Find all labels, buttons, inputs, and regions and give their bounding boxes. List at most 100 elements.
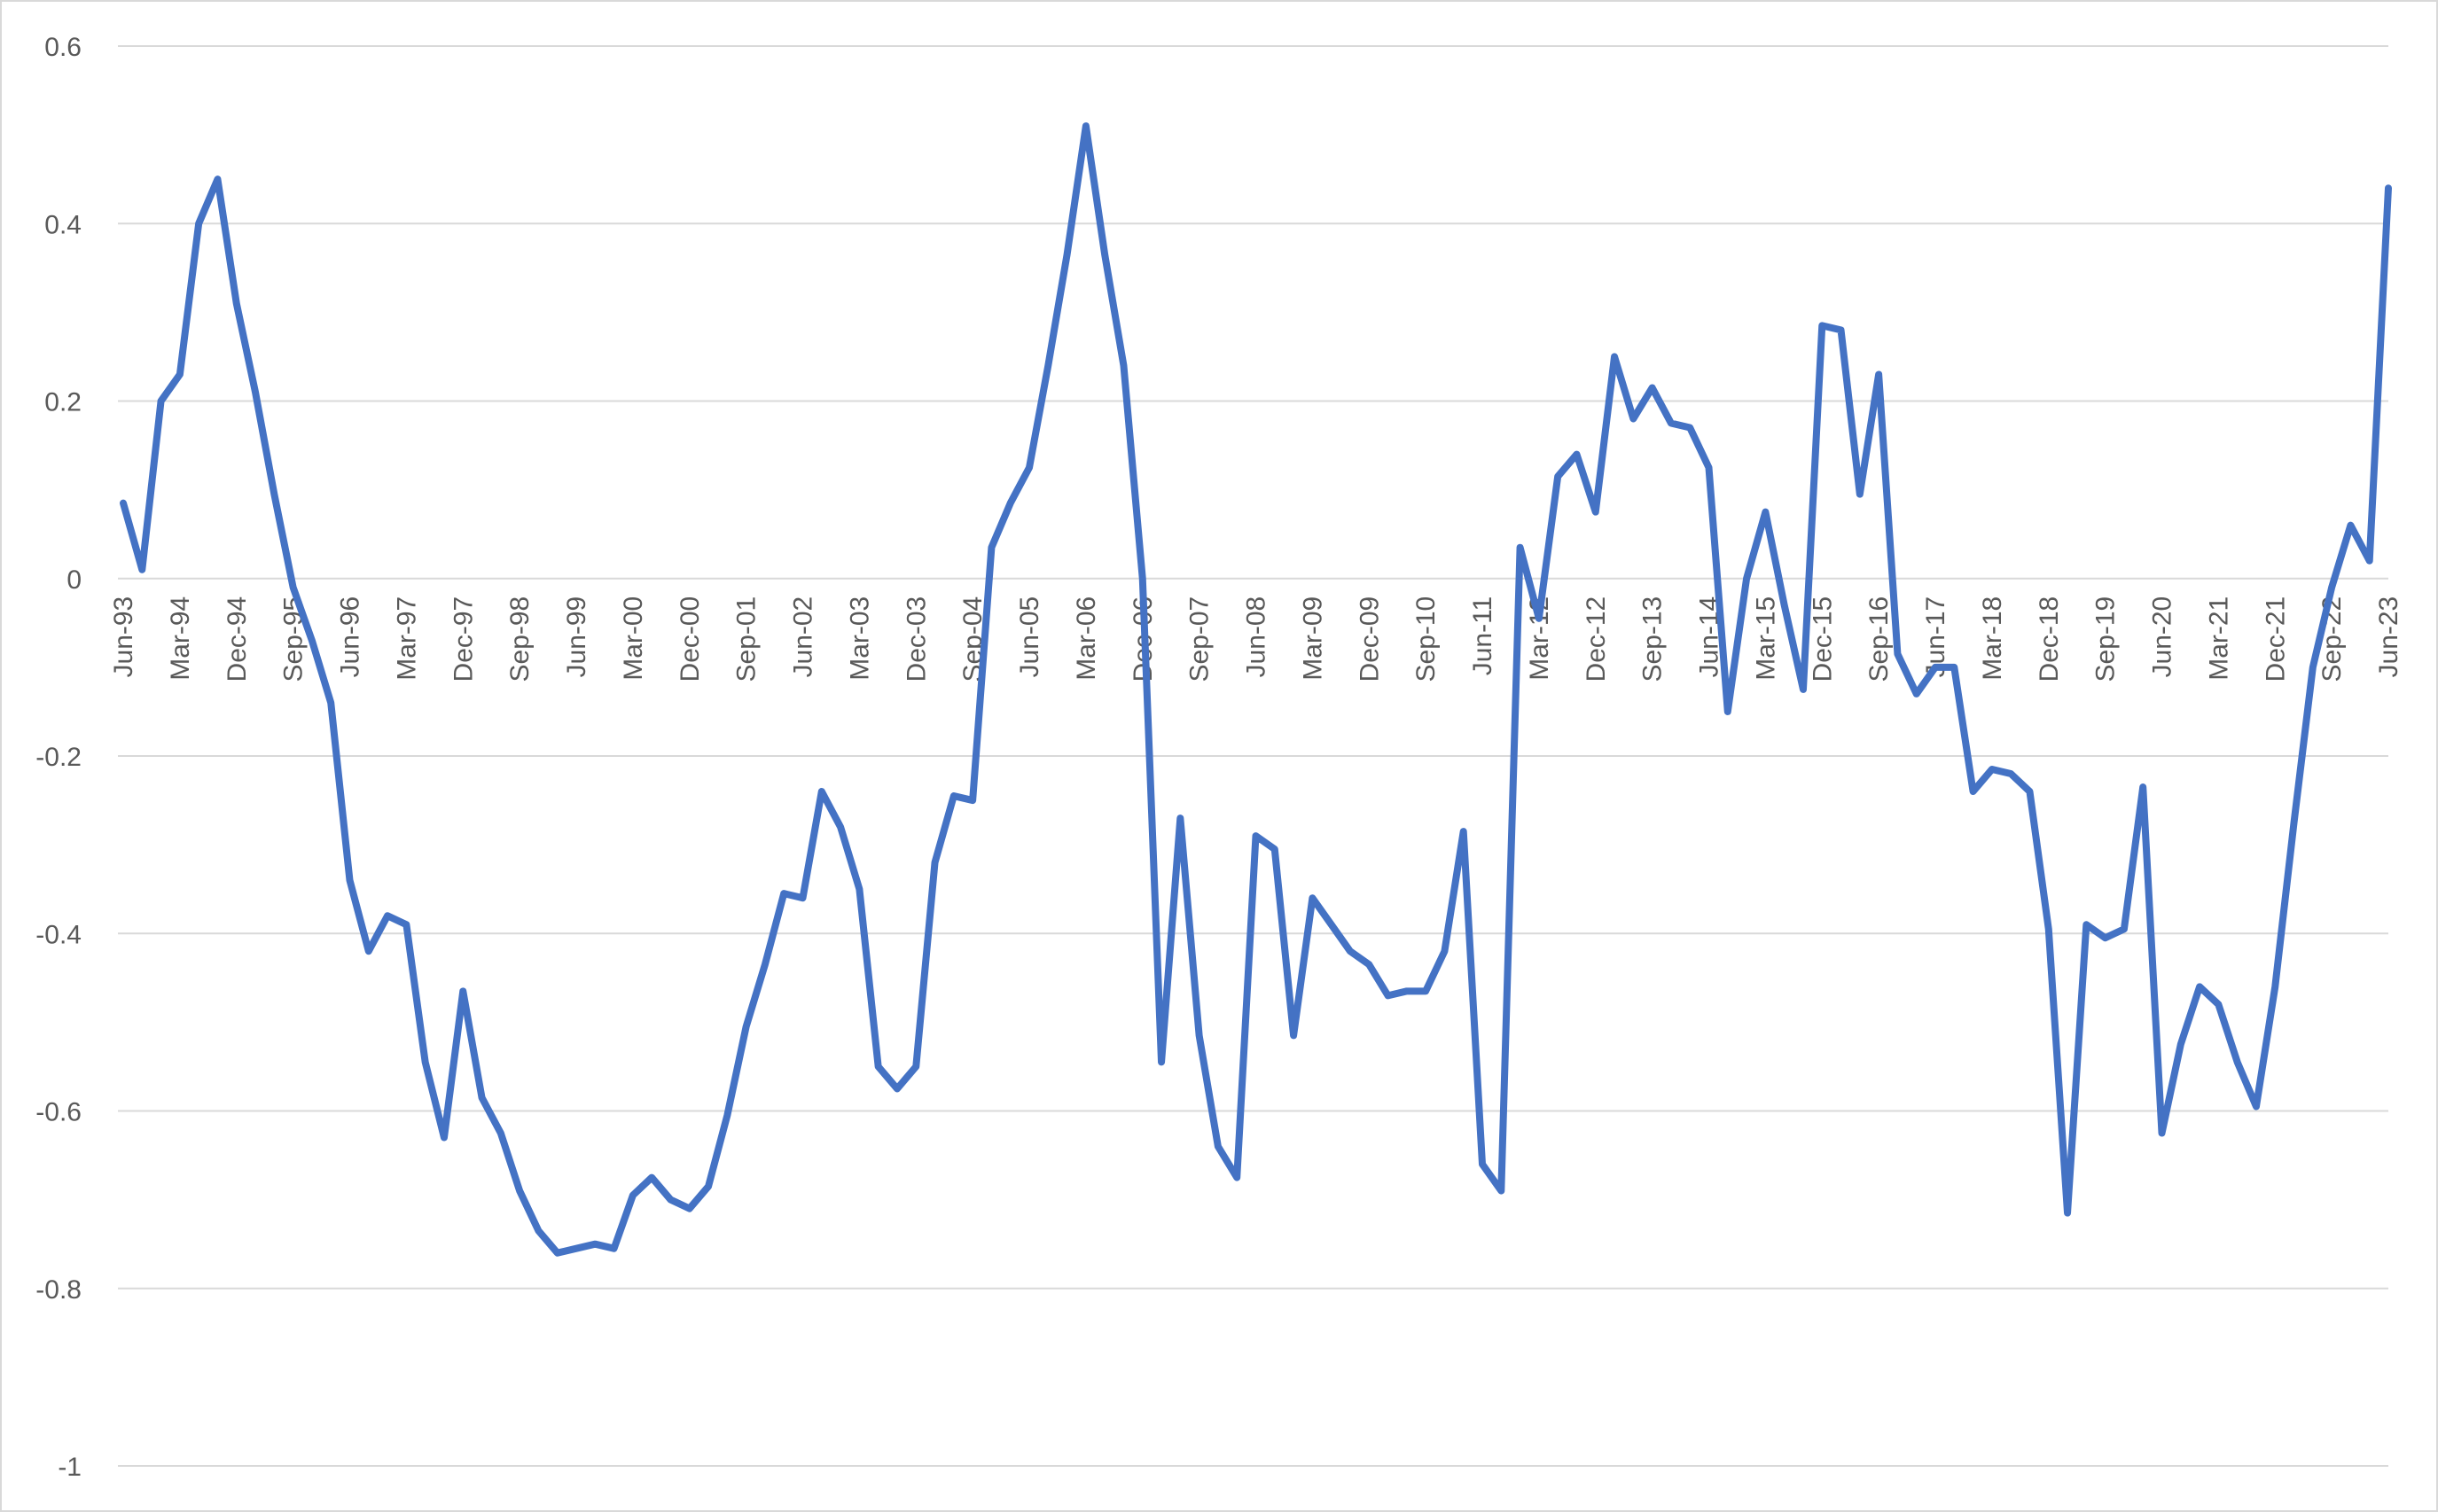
data-point [2196, 983, 2203, 990]
x-tick-label: Sep-10 [1411, 596, 1441, 682]
x-tick-label: Mar-03 [845, 596, 874, 681]
y-tick-label: 0.4 [44, 210, 82, 239]
data-point [2253, 1103, 2260, 1110]
data-point [648, 1174, 655, 1181]
x-tick-label: Dec-21 [2261, 596, 2290, 682]
data-point [535, 1228, 542, 1235]
x-tick-label: Mar-15 [1751, 596, 1780, 681]
data-point [1328, 921, 1335, 928]
data-point [1743, 575, 1750, 582]
data-point [818, 788, 825, 795]
data-point [1932, 664, 1939, 671]
data-point [365, 947, 372, 955]
data-point [2139, 783, 2146, 791]
data-point [309, 637, 316, 644]
data-point [2271, 983, 2278, 990]
data-point [1497, 1188, 1504, 1195]
data-point [1649, 384, 1656, 391]
x-tick-label: Dec-09 [1355, 596, 1384, 682]
data-point [1007, 500, 1014, 507]
data-point [1460, 828, 1467, 835]
data-point [1517, 544, 1524, 551]
data-point [1026, 464, 1033, 472]
data-point [762, 961, 769, 968]
data-point [1309, 894, 1316, 901]
data-point [1724, 708, 1731, 715]
x-tick-label: Sep-16 [1864, 596, 1894, 682]
data-point [252, 388, 259, 395]
data-point [2177, 1040, 2184, 1048]
data-point [1403, 987, 1410, 994]
data-point [158, 398, 165, 405]
data-point [800, 894, 807, 901]
data-point [1196, 1032, 1203, 1039]
data-point [856, 885, 863, 892]
x-tick-label: Jun-23 [2374, 596, 2403, 678]
data-point [327, 699, 334, 706]
x-tick-label: Jun-93 [109, 596, 138, 678]
y-tick-label: 0.2 [44, 388, 82, 417]
series-group [120, 122, 2392, 1257]
y-tick-label: 0 [66, 565, 82, 595]
data-point [1215, 1143, 1222, 1150]
y-axis-labels: 0.6 0.4 0.2 0 -0.2 -0.4 -0.6 -0.8 -1 [35, 33, 82, 1482]
data-point [554, 1250, 561, 1257]
data-point [1365, 961, 1372, 968]
data-point [2026, 788, 2033, 795]
data-point [1139, 575, 1146, 582]
x-axis-labels: Jun-93 Mar-94 Dec-94 Sep-95 Jun-96 Mar-97 Dec-… [109, 596, 2403, 682]
data-point [214, 175, 221, 183]
y-tick-label: 0.6 [44, 33, 82, 62]
data-point [270, 491, 277, 498]
x-tick-label: Jun-02 [789, 596, 818, 678]
data-point [723, 1112, 731, 1119]
x-tick-label: Dec-15 [1808, 596, 1837, 682]
x-tick-label: Mar-21 [2204, 596, 2233, 681]
data-point [912, 1063, 919, 1070]
data-point [2064, 1210, 2071, 1217]
data-point [2234, 1058, 2241, 1065]
y-tick-label: -0.4 [35, 920, 82, 949]
x-tick-label: Dec-12 [1582, 596, 1611, 682]
data-point [2366, 557, 2373, 565]
data-point [1271, 846, 1278, 853]
data-point [516, 1188, 523, 1195]
data-point [743, 1023, 750, 1030]
data-point [573, 1245, 580, 1252]
data-point [2328, 584, 2335, 591]
data-point [384, 912, 391, 919]
data-point [629, 1192, 637, 1199]
y-tick-label: -0.2 [35, 743, 82, 772]
data-point [1158, 1058, 1165, 1065]
data-point [969, 797, 976, 804]
data-point [497, 1130, 504, 1137]
x-tick-label: Jun-05 [1015, 596, 1044, 678]
data-point [1554, 473, 1561, 480]
x-tick-label: Dec-00 [676, 596, 705, 682]
data-point [780, 890, 787, 897]
x-tick-label: Sep-07 [1185, 596, 1215, 682]
data-point [176, 370, 184, 378]
x-tick-label: Jun-96 [336, 596, 365, 678]
data-point [837, 823, 844, 830]
data-point [2215, 1001, 2222, 1008]
x-tick-label: Jun-20 [2148, 596, 2177, 678]
data-point [1253, 832, 1260, 839]
data-point [1064, 251, 1071, 258]
data-point [1479, 1161, 1486, 1168]
data-point [1233, 1174, 1240, 1181]
data-point [1385, 992, 1392, 999]
x-tick-label: Mar-94 [166, 596, 195, 681]
data-point [1082, 122, 1090, 129]
data-point [1894, 651, 1901, 658]
data-point [2291, 819, 2298, 826]
x-tick-label: Mar-06 [1072, 596, 1101, 681]
x-tick-label: Mar-00 [619, 596, 648, 681]
data-point [2102, 934, 2109, 941]
x-tick-label: Jun-11 [1468, 596, 1497, 676]
data-point [1950, 664, 1957, 671]
data-point [1101, 251, 1108, 258]
data-point [2159, 1130, 2166, 1137]
data-point [1781, 602, 1788, 609]
